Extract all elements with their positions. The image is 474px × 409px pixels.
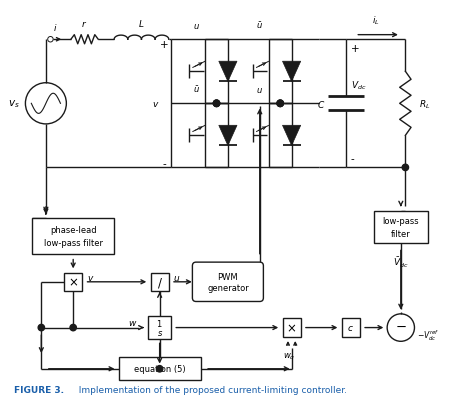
Text: -: - <box>162 158 166 169</box>
Text: $\bar{V}_{dc}$: $\bar{V}_{dc}$ <box>393 255 409 269</box>
Text: FIGURE 3.: FIGURE 3. <box>14 385 64 394</box>
Bar <box>148 316 171 339</box>
Text: $C$: $C$ <box>317 99 325 110</box>
Text: $\times$: $\times$ <box>68 276 78 289</box>
Text: $\bar{u}$: $\bar{u}$ <box>256 20 263 31</box>
Circle shape <box>402 165 409 171</box>
Bar <box>32 218 114 255</box>
Text: phase-lead: phase-lead <box>50 225 97 234</box>
Text: low-pass filter: low-pass filter <box>44 239 103 248</box>
Text: $s$: $s$ <box>156 328 163 337</box>
Text: $\times$: $\times$ <box>286 321 297 334</box>
Text: $r$: $r$ <box>82 19 88 29</box>
Text: $-V_{dc}^{ref}$: $-V_{dc}^{ref}$ <box>417 327 439 342</box>
Circle shape <box>277 101 283 107</box>
Bar <box>374 211 428 243</box>
Text: $/$: $/$ <box>157 275 163 289</box>
Circle shape <box>38 325 45 331</box>
Text: $v$: $v$ <box>87 273 94 282</box>
Text: generator: generator <box>207 283 249 292</box>
Text: $v$: $v$ <box>152 99 160 108</box>
Text: $R_L$: $R_L$ <box>419 98 430 110</box>
Circle shape <box>213 101 220 107</box>
Bar <box>151 273 169 291</box>
Text: $c$: $c$ <box>347 323 354 332</box>
Text: low-pass: low-pass <box>383 216 419 225</box>
Text: +: + <box>351 44 359 54</box>
Text: -: - <box>351 154 355 164</box>
Bar <box>283 319 301 337</box>
Polygon shape <box>219 126 237 146</box>
Text: $-$: $-$ <box>395 319 407 332</box>
Circle shape <box>277 101 283 107</box>
Text: equation (5): equation (5) <box>134 364 185 373</box>
Circle shape <box>213 101 220 107</box>
Text: $L$: $L$ <box>138 18 145 29</box>
Text: PWM: PWM <box>218 272 238 281</box>
Polygon shape <box>283 62 301 82</box>
Text: $i$: $i$ <box>53 22 57 33</box>
Text: $V_{dc}$: $V_{dc}$ <box>351 80 366 92</box>
Text: Implementation of the proposed current-limiting controller.: Implementation of the proposed current-l… <box>73 385 347 394</box>
Polygon shape <box>219 62 237 82</box>
Text: $\bar{u}$: $\bar{u}$ <box>192 84 200 95</box>
Bar <box>118 357 201 380</box>
Polygon shape <box>283 126 301 146</box>
Text: +: + <box>160 40 168 49</box>
Bar <box>342 319 360 337</box>
FancyBboxPatch shape <box>192 263 264 302</box>
Text: $1$: $1$ <box>156 317 163 328</box>
Bar <box>64 273 82 291</box>
Text: $w_q$: $w_q$ <box>283 351 295 362</box>
Circle shape <box>70 325 76 331</box>
Circle shape <box>156 366 163 372</box>
Text: filter: filter <box>391 230 410 239</box>
Circle shape <box>213 101 220 107</box>
Text: $v_s$: $v_s$ <box>8 98 20 110</box>
Text: $w$: $w$ <box>128 319 137 328</box>
Circle shape <box>277 101 283 107</box>
Text: $u$: $u$ <box>192 22 200 31</box>
Text: $u$: $u$ <box>173 273 181 282</box>
Text: $i_L$: $i_L$ <box>372 14 380 27</box>
Text: $u$: $u$ <box>256 86 263 95</box>
